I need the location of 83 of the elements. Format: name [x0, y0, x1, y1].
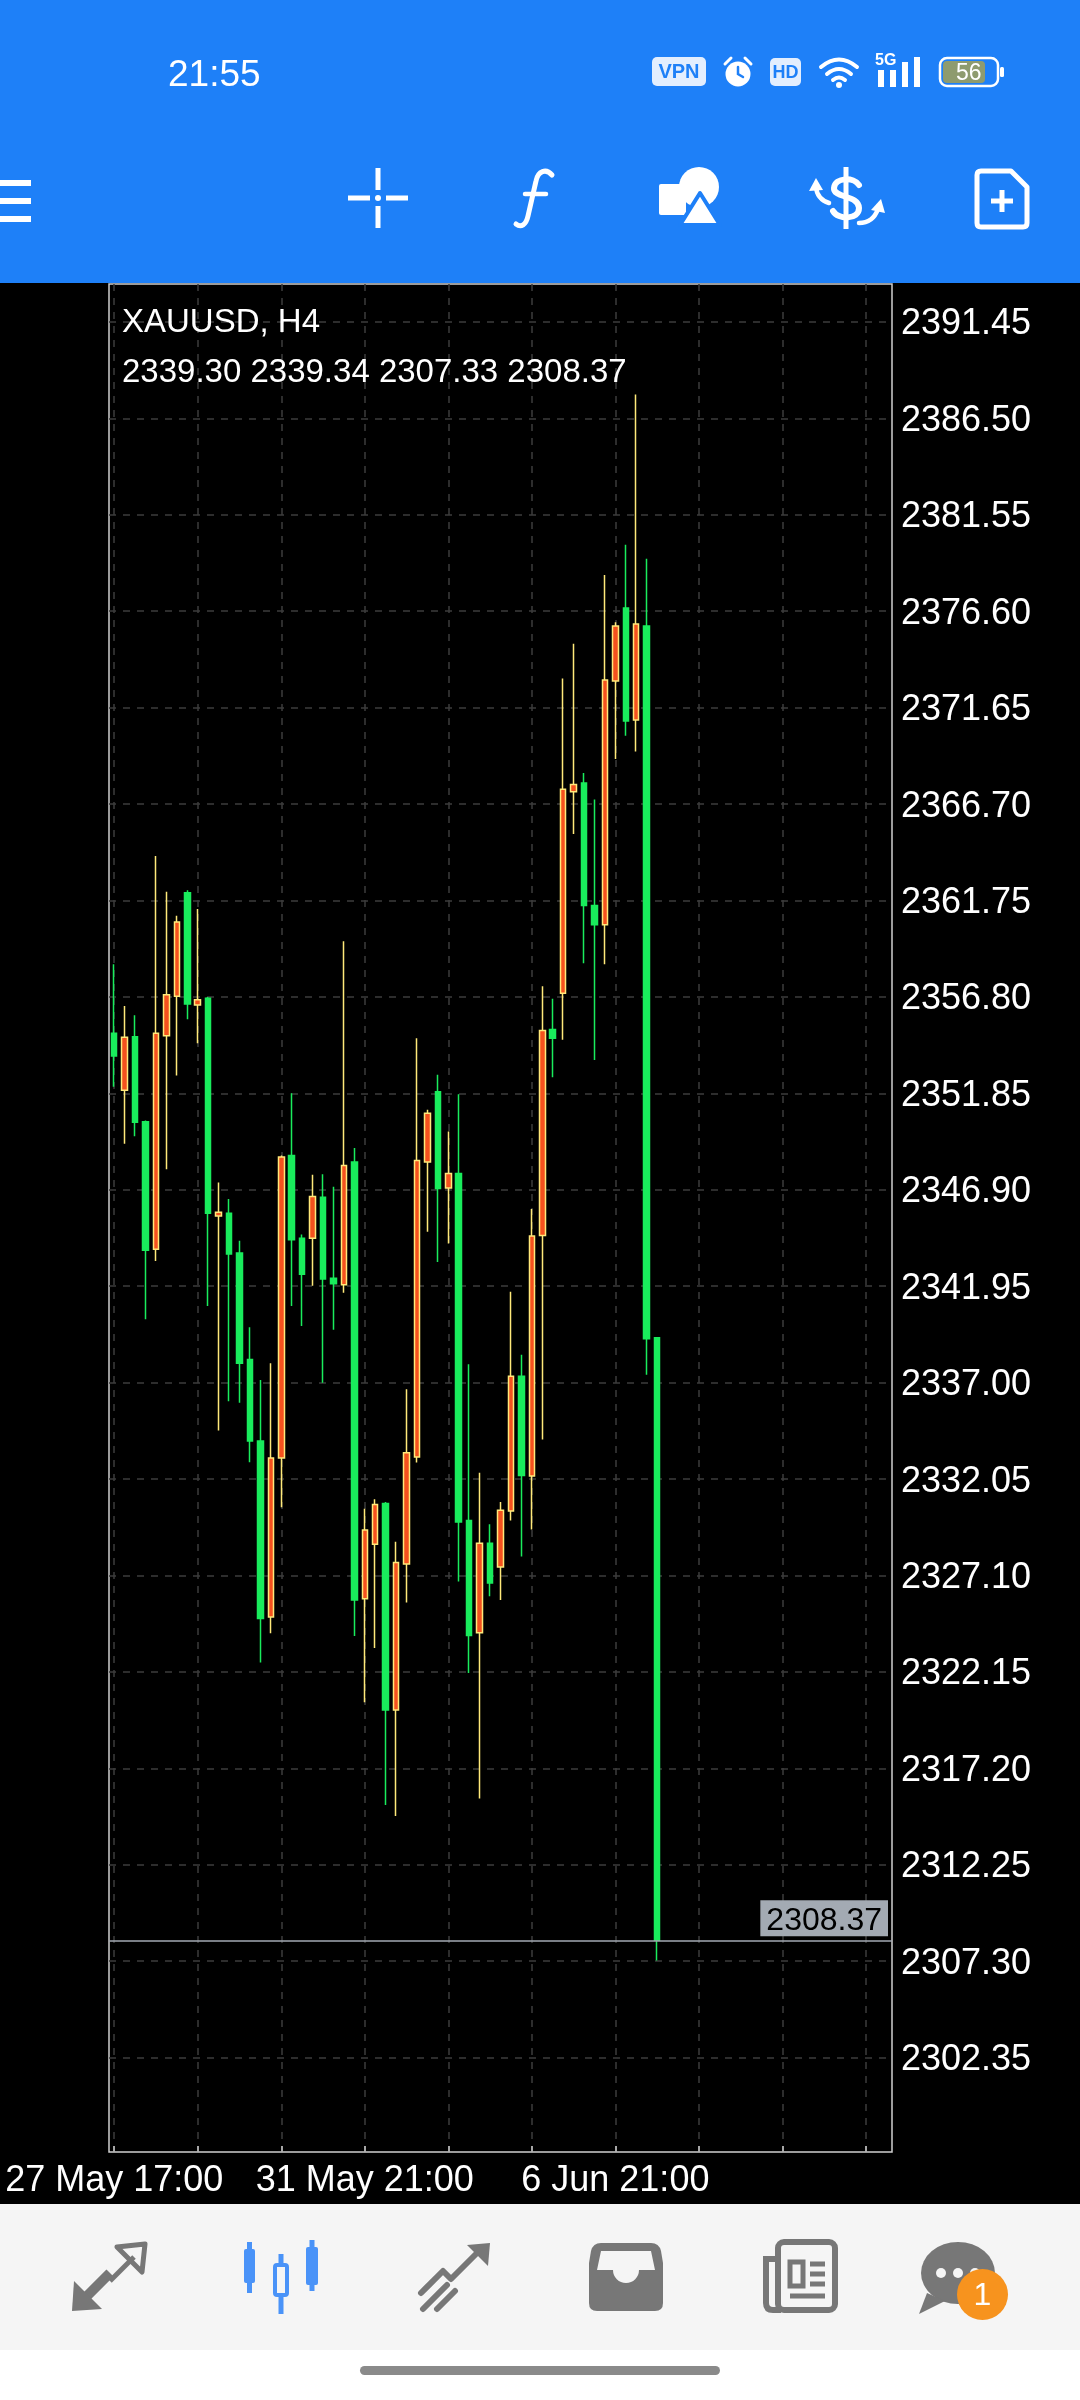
candlestick: [548, 998, 557, 1079]
candlestick: [601, 574, 609, 965]
candlestick: [559, 677, 567, 1041]
candlestick: [204, 996, 212, 1307]
y-tick-label: 2332.05: [901, 1458, 1032, 1500]
candlestick: [475, 1472, 484, 1800]
candlestick: [329, 1186, 338, 1331]
candlestick: [454, 1093, 463, 1583]
candlestick: [517, 1353, 526, 1558]
candlestick: [465, 1363, 473, 1674]
candlestick: [267, 1362, 275, 1635]
candlestick: [152, 855, 160, 1262]
x-tick-label: 27 May 17:00: [5, 2157, 224, 2199]
text: XAUUSD, H4: [122, 301, 321, 339]
candlestick: [423, 1108, 432, 1233]
ref-line-label: 2308.37: [766, 1901, 882, 1938]
text: 2339.30 2339.34 2307.33 2308.37: [122, 351, 627, 389]
y-tick-label: 2317.20: [901, 1747, 1032, 1789]
candlestick: [642, 557, 651, 1376]
candlestick: [173, 914, 181, 1077]
candlestick: [528, 1208, 536, 1531]
candlestick: [287, 1092, 296, 1307]
text: 21:55: [168, 53, 261, 94]
candlestick: [110, 963, 118, 1088]
candlestick: [538, 985, 547, 1441]
candlestick: [632, 393, 640, 753]
y-tick-label: 2356.80: [901, 976, 1032, 1018]
y-tick-label: 2312.25: [901, 1844, 1032, 1886]
candlestick: [361, 1508, 369, 1703]
text: HD: [770, 58, 801, 86]
y-tick-label: 2302.35: [901, 2037, 1032, 2079]
candlestick: [319, 1173, 327, 1384]
candlestick: [162, 890, 171, 1171]
y-tick-label: 2327.10: [901, 1554, 1032, 1596]
candlestick: [392, 1540, 400, 1817]
y-tick-label: 2346.90: [901, 1169, 1032, 1211]
y-tick-label: 2322.15: [901, 1651, 1032, 1693]
text: 5G: [875, 51, 897, 68]
candlestick: [246, 1326, 254, 1464]
candlestick: [141, 1119, 150, 1321]
candlestick: [496, 1501, 505, 1601]
y-tick-label: 2386.50: [901, 397, 1032, 439]
candlestick: [611, 621, 620, 760]
candlestick: [277, 1154, 286, 1509]
y-tick-label: 2361.75: [901, 880, 1032, 921]
candlestick: [381, 1501, 390, 1806]
candlestick: [507, 1290, 515, 1522]
candlestick: [298, 1233, 306, 1327]
candlestick: [256, 1379, 265, 1664]
candlestick: [622, 544, 630, 737]
candlestick: [402, 1388, 411, 1604]
y-tick-label: 2337.00: [901, 1362, 1032, 1404]
candlestick: [569, 643, 578, 835]
candlestick: [131, 1014, 139, 1137]
x-tick-label: 31 May 21:00: [255, 2157, 474, 2199]
x-tick-label: 6 Jun 21:00: [521, 2157, 710, 2199]
y-tick-label: 2341.95: [901, 1265, 1032, 1307]
y-tick-label: 2376.60: [901, 590, 1032, 632]
y-tick-label: 2351.85: [901, 1072, 1032, 1114]
y-tick-label: 2381.55: [901, 494, 1032, 536]
y-tick-label: 2391.45: [901, 301, 1032, 343]
candlestick: [434, 1074, 442, 1263]
text: 56: [956, 59, 982, 85]
text: VPN: [652, 57, 706, 86]
candlestick: [350, 1147, 359, 1637]
candlestick: [413, 1037, 421, 1464]
candlestick: [193, 908, 202, 1045]
y-tick-label: 2366.70: [901, 783, 1032, 825]
candlestick: [371, 1498, 379, 1649]
candlestick: [214, 1181, 223, 1432]
candlestick: [486, 1523, 494, 1598]
candlestick: [590, 798, 599, 1061]
candlestick: [308, 1174, 317, 1287]
y-tick-label: 2371.65: [901, 687, 1032, 729]
candlestick: [444, 1130, 453, 1245]
candlestick: [580, 772, 588, 964]
candlestick: [340, 940, 348, 1294]
candlestick: [235, 1240, 244, 1404]
y-tick-label: 2307.30: [901, 1940, 1032, 1982]
candlestick: [653, 1336, 661, 1962]
candlestick: [183, 889, 192, 1021]
candlestick: [225, 1198, 233, 1403]
candlestick: [120, 1005, 129, 1145]
